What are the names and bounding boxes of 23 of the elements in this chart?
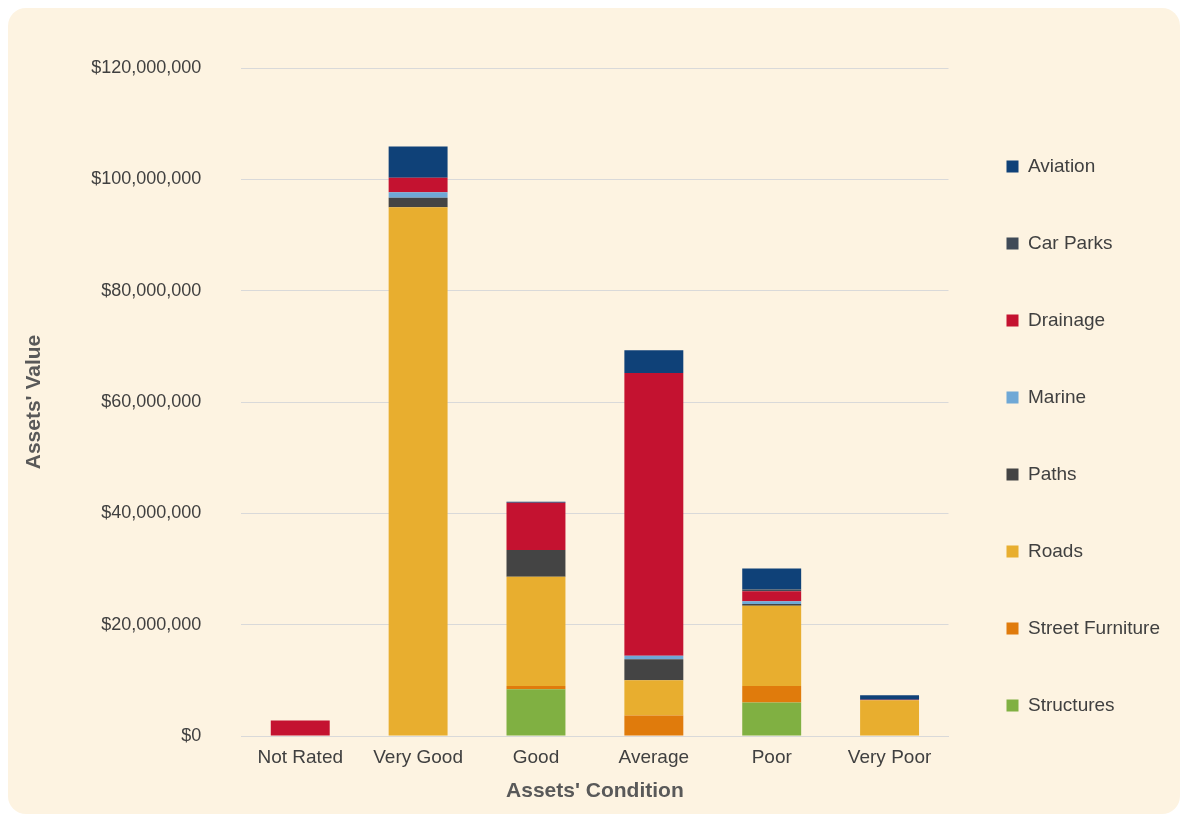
x-tick-label: Average xyxy=(618,745,690,767)
x-tick-label: Not Rated xyxy=(257,745,344,767)
legend-label: Paths xyxy=(1028,462,1077,484)
y-tick-label: $40,000,000 xyxy=(101,502,202,523)
legend-label: Structures xyxy=(1028,693,1115,715)
legend-label: Aviation xyxy=(1028,154,1096,176)
x-tick-label: Poor xyxy=(751,745,793,767)
x-tick-label: Very Poor xyxy=(847,745,932,767)
y-tick-label: $20,000,000 xyxy=(101,613,202,634)
y-tick-label: $80,000,000 xyxy=(101,279,202,300)
x-tick-label: Very Good xyxy=(373,745,463,767)
x-tick-label: Good xyxy=(512,745,560,767)
x-axis-title: Assets' Condition xyxy=(506,778,684,802)
y-tick-label: $100,000,000 xyxy=(91,168,202,189)
legend-label: Street Furniture xyxy=(1028,616,1160,638)
legend-label: Drainage xyxy=(1028,308,1106,330)
y-tick-label: $120,000,000 xyxy=(91,56,202,77)
legend-label: Car Parks xyxy=(1028,231,1113,253)
y-tick-label: $60,000,000 xyxy=(101,390,202,411)
legend-label: Marine xyxy=(1028,385,1087,407)
y-axis-title: Assets' Value xyxy=(21,334,45,470)
y-tick-label: $0 xyxy=(181,724,202,745)
legend-label: Roads xyxy=(1028,539,1083,561)
